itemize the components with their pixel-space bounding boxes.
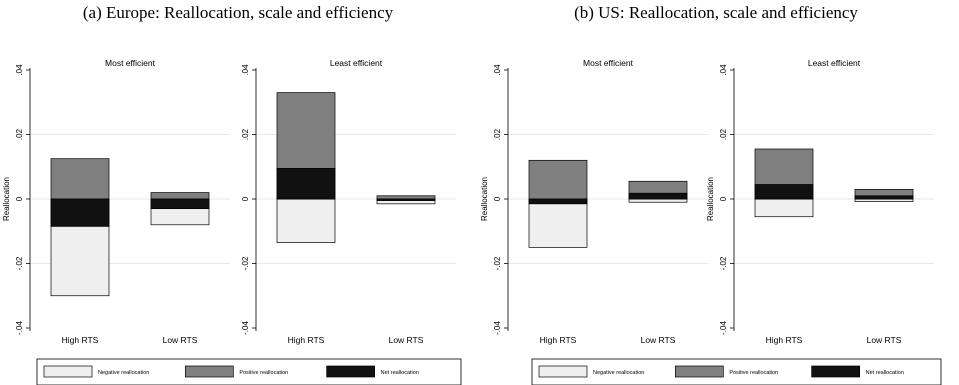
legend-swatch-negative <box>538 365 588 378</box>
negative-bar <box>276 198 336 243</box>
y-tick-label: .04 <box>719 64 728 76</box>
negative-bar <box>528 198 588 248</box>
legend-swatch-negative <box>43 365 93 378</box>
facet-title: Least efficient <box>330 58 383 68</box>
legend-label: Positive reallocation <box>239 370 288 376</box>
net-bar <box>376 198 436 201</box>
x-category-label: High RTS <box>766 335 803 345</box>
legend-label: Net reallocation <box>381 370 419 376</box>
y-tick-label: .02 <box>719 128 728 140</box>
y-tick-label: .04 <box>241 64 250 76</box>
y-tick-label: .04 <box>493 64 502 76</box>
positive-bar <box>150 192 210 200</box>
legend-swatch-net <box>811 365 861 378</box>
x-category-label: High RTS <box>62 335 99 345</box>
panel-b-title: (b) US: Reallocation, scale and efficien… <box>574 3 858 22</box>
x-category-label: Low RTS <box>163 335 198 345</box>
legend-label: Negative reallocation <box>98 370 149 376</box>
net-bar <box>628 192 688 200</box>
legend-label: Net reallocation <box>866 370 904 376</box>
net-bar <box>150 198 210 210</box>
legend-panel-1: Negative reallocation Positive reallocati… <box>531 358 942 385</box>
legend-panel-0: Negative reallocation Positive reallocati… <box>36 358 462 385</box>
legend-box <box>531 358 942 385</box>
x-category-label: High RTS <box>288 335 325 345</box>
legend-label: Positive reallocation <box>729 370 778 376</box>
y-axis-title: Reallocation <box>706 177 715 221</box>
y-tick-label: -.04 <box>493 321 502 335</box>
y-tick-label: 0 <box>15 196 24 201</box>
y-tick-label: -.04 <box>719 321 728 335</box>
y-tick-label: 0 <box>719 196 728 201</box>
net-bar <box>50 198 110 227</box>
net-bar <box>276 168 336 200</box>
charts-area: Most efficient .04 .02 0 -.02 -.04 Reallocatio… <box>2 58 934 345</box>
legend-box <box>36 358 462 385</box>
y-axis-title: Reallocation <box>2 177 11 221</box>
facet-title: Most efficient <box>105 58 156 68</box>
y-tick-label: 0 <box>241 196 250 201</box>
subchart-3: Least efficient .04 .02 0 -.02 -.04 Reallocati… <box>706 58 934 345</box>
net-bar <box>754 184 814 200</box>
facet-title: Most efficient <box>583 58 634 68</box>
y-tick-label: -.04 <box>241 321 250 335</box>
net-bar <box>854 195 914 200</box>
x-category-label: Low RTS <box>641 335 676 345</box>
y-axis-title: Reallocation <box>480 177 489 221</box>
x-category-label: Low RTS <box>867 335 902 345</box>
subchart-0: Most efficient .04 .02 0 -.02 -.04 Reallocatio… <box>2 58 230 345</box>
y-tick-label: .04 <box>15 64 24 76</box>
y-tick-label: -.02 <box>493 256 502 270</box>
negative-bar <box>628 198 688 203</box>
y-tick-label: .02 <box>15 128 24 140</box>
legend-swatch-positive <box>674 365 724 378</box>
positive-bar <box>528 159 588 200</box>
y-tick-label: -.02 <box>719 256 728 270</box>
negative-bar <box>754 198 814 218</box>
legend-swatch-net <box>326 365 376 378</box>
y-tick-label: .02 <box>241 128 250 140</box>
facet-title: Least efficient <box>808 58 861 68</box>
panel-a-title: (a) Europe: Reallocation, scale and effi… <box>83 3 394 22</box>
net-bar <box>528 198 588 205</box>
legend-swatch-positive <box>184 365 234 378</box>
x-category-label: High RTS <box>540 335 577 345</box>
y-tick-label: -.02 <box>15 256 24 270</box>
y-tick-label: .02 <box>493 128 502 140</box>
negative-bar <box>854 198 914 202</box>
subchart-2: Most efficient .04 .02 0 -.02 -.04 Reallocatio… <box>480 58 708 345</box>
subchart-1: Least efficient .04 .02 0 -.02 -.04 High RTS Lo… <box>241 58 456 345</box>
x-category-label: Low RTS <box>389 335 424 345</box>
positive-bar <box>50 158 110 200</box>
positive-bar <box>376 195 436 200</box>
y-tick-label: -.02 <box>241 256 250 270</box>
y-tick-label: 0 <box>493 196 502 201</box>
y-tick-label: -.04 <box>15 321 24 335</box>
legend-label: Negative reallocation <box>593 370 644 376</box>
legends-area: Negative reallocation Positive reallocati… <box>36 358 942 385</box>
